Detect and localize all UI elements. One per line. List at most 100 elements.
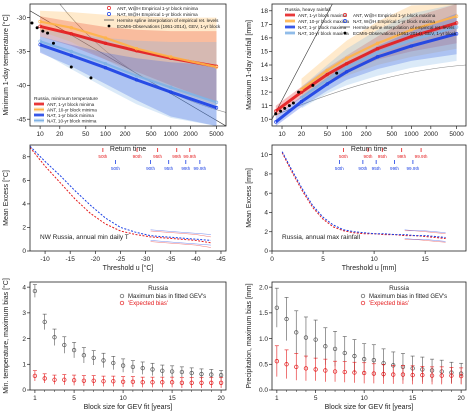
quantile-label: 99th <box>397 154 406 159</box>
series-point <box>69 26 73 30</box>
x-axis-label: Block size for GEV fit [years] <box>84 404 173 411</box>
legend-label: 'Expected bias' <box>128 301 168 307</box>
observation-point <box>69 65 73 69</box>
x-axis-label: Return time <box>351 146 387 153</box>
legend-6-label: Hermite spline interpolation of empirica… <box>353 25 455 30</box>
series-point <box>344 56 349 60</box>
observation-point <box>291 101 295 105</box>
bias-point <box>410 372 415 378</box>
observation-point <box>335 71 339 75</box>
confidence-band-1 <box>40 10 217 106</box>
series-point <box>375 47 380 51</box>
y-tick-label: 18 <box>261 8 269 15</box>
y-tick-label: 8 <box>22 154 26 161</box>
series-point <box>134 47 139 51</box>
x-tick-label: 100 <box>341 131 352 138</box>
panel-title: Russia <box>148 285 168 292</box>
y-tick-label: 0 <box>22 387 26 394</box>
x-tick-label: 10 <box>37 131 45 138</box>
y-tick-label: 0.0 <box>259 387 268 394</box>
bias-point <box>218 372 224 378</box>
bias-point <box>371 358 377 363</box>
bias-point <box>160 380 165 385</box>
panel-rainfall-return: 10 20 50 100 200 500 1000 2000 5000 10 11 12 13 14 15 1… <box>246 3 467 153</box>
series-point <box>38 42 42 47</box>
bias-point <box>150 380 155 385</box>
observation-point <box>287 104 291 108</box>
legend-top-0-marker <box>107 6 111 10</box>
series-point <box>454 32 459 36</box>
bias-point <box>101 379 106 384</box>
quantile-label: 95th <box>153 154 162 159</box>
observation-point <box>41 29 45 33</box>
x-tick-label: 500 <box>386 131 397 138</box>
y-tick-label: -35 <box>17 49 27 56</box>
bias-point <box>352 370 357 375</box>
plot-area <box>30 145 211 248</box>
observation-point <box>35 26 39 30</box>
bias-point <box>179 380 185 385</box>
tail-upper-1 <box>150 229 211 235</box>
observation-point <box>51 41 55 45</box>
y-tick-label: 13 <box>261 76 269 83</box>
series-point <box>103 36 108 40</box>
reference-line <box>30 10 226 126</box>
x-tick-label: 15 <box>409 395 417 402</box>
observation-point <box>46 31 50 35</box>
series-point <box>134 78 139 82</box>
bias-point <box>362 356 367 362</box>
x-axis-label: Threshold u [mm] <box>342 265 397 272</box>
annotation: NW Russia, annual min daily T <box>40 234 129 241</box>
quantile-label: 99.9th <box>183 154 196 159</box>
y-tick-label: 10 <box>261 116 269 123</box>
bias-point <box>101 358 106 363</box>
legend-bottom-2-label: NAT, 1-yr block minima <box>47 113 94 118</box>
y-tick-label: 3 <box>22 310 26 317</box>
y-tick-label: 2 <box>22 225 26 232</box>
x-tick-label: 20 <box>56 131 64 138</box>
x-tick-label: -10 <box>40 256 50 263</box>
legend-title: Russia, heavy rainfall <box>285 7 331 13</box>
bias-point <box>81 378 87 383</box>
bias-point <box>342 369 347 375</box>
mean-excess-line-0 <box>281 152 446 239</box>
y-tick-label: 0.5 <box>259 361 268 368</box>
quantile-label: 99th <box>390 166 399 171</box>
quantile-label: 95th <box>378 154 387 159</box>
series-point <box>454 25 459 29</box>
bias-point <box>274 305 280 310</box>
legend-top-0-label: ANT, W@H Empirical 1-yr block minima <box>117 6 198 11</box>
series-line-0 <box>274 21 458 113</box>
quantile-label: 90th <box>364 154 373 159</box>
quantile-label: 90th <box>133 154 142 159</box>
legend-5-label: NAT, W@H Empirical 1-yr block maxima <box>353 19 435 24</box>
y-tick-label: 6 <box>22 178 26 185</box>
bias-point <box>420 372 425 378</box>
tail-lower-1 <box>404 238 446 242</box>
series-line-2 <box>274 32 457 124</box>
y-tick-label: -45 <box>17 116 27 123</box>
series-point <box>454 14 459 18</box>
y-axis-label: Min. temperature, maximum bias [°C] <box>2 278 10 394</box>
bias-point <box>391 372 396 377</box>
series-point <box>103 66 108 70</box>
bias-point <box>294 330 299 335</box>
x-tick-label: 15 <box>168 395 176 402</box>
series-point <box>375 55 380 59</box>
series-line-2 <box>39 43 217 110</box>
bias-point <box>32 288 38 294</box>
reference-line <box>272 4 333 120</box>
x-tick-label: -15 <box>66 256 76 263</box>
x-tick-label: 2000 <box>424 131 439 138</box>
y-tick-label: 10 <box>261 152 269 159</box>
observation-point <box>311 83 315 87</box>
plot-frame <box>29 144 227 252</box>
bias-point <box>140 365 145 371</box>
annotation: Russia, annual max rainfall <box>282 234 361 241</box>
bias-point <box>81 353 87 358</box>
plot-frame <box>271 281 467 391</box>
series-point <box>325 82 329 86</box>
bias-point <box>160 368 165 373</box>
bias-point <box>284 316 289 322</box>
